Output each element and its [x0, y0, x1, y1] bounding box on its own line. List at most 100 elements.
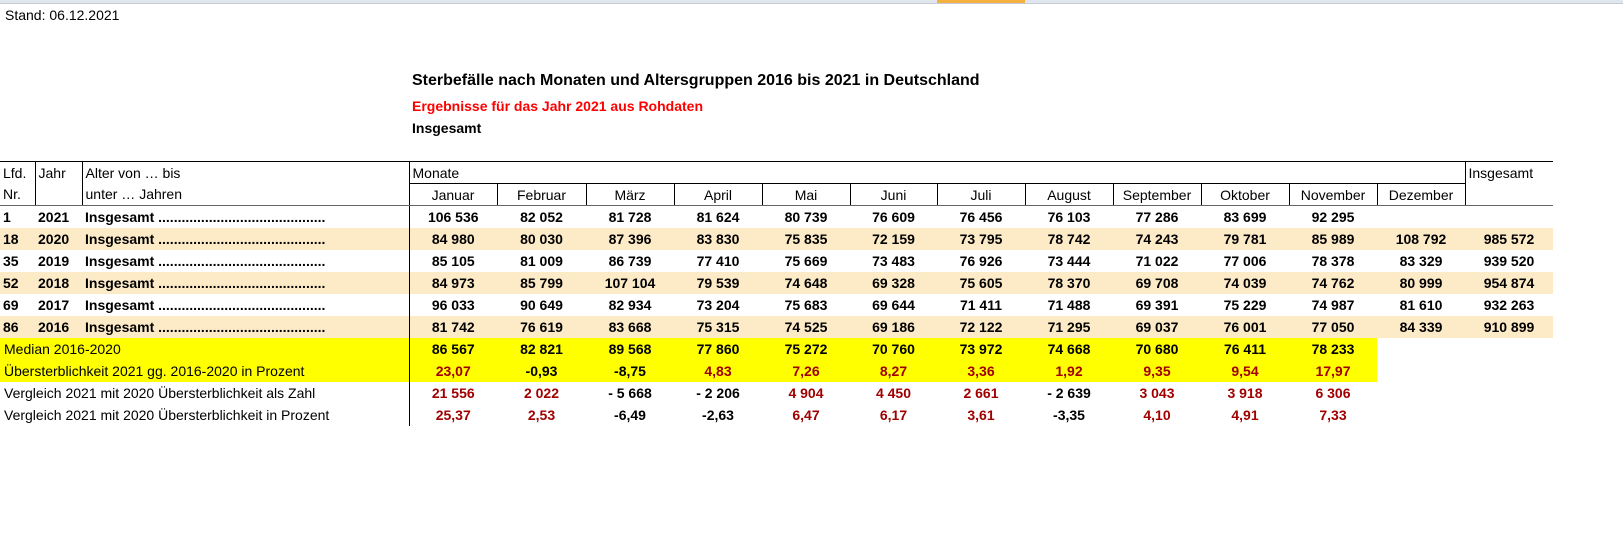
month-cell: 76 001	[1223, 318, 1267, 335]
month-cell: 92 295	[1311, 208, 1355, 225]
stand-date: Stand: 06.12.2021	[5, 7, 120, 23]
summary-cell: 2,53	[527, 406, 556, 423]
month-cell: 81 009	[520, 252, 563, 269]
summary-cell: 3 918	[1227, 384, 1263, 401]
row-label: Insgesamt ..............................…	[85, 274, 326, 291]
total-cell: 954 874	[1483, 274, 1535, 291]
summary-cell: 3 043	[1139, 384, 1175, 401]
month-cell: 80 739	[784, 208, 828, 225]
month-cell: 85 799	[520, 274, 563, 291]
month-cell: 69 708	[1135, 274, 1179, 291]
summary-cell: -3,35	[1053, 406, 1085, 423]
row-year: 2016	[38, 318, 70, 335]
table-row: 52 2018 Insgesamt ........................…	[0, 271, 1553, 294]
summary-row: Übersterblichkeit 2021 gg. 2016-2020 in …	[0, 359, 1553, 382]
subtitle: Ergebnisse für das Jahr 2021 aus Rohdate…	[412, 98, 703, 114]
summary-cell: 6 306	[1315, 384, 1351, 401]
month-cell: 76 619	[520, 318, 563, 335]
month-cell: 75 683	[784, 296, 828, 313]
summary-row: Vergleich 2021 mit 2020 Übersterblichkei…	[0, 403, 1553, 426]
summary-cell: 8,27	[850, 359, 937, 382]
month-cell: 74 987	[1311, 296, 1355, 313]
month-cell: 80 999	[1399, 274, 1443, 291]
month-cell: 75 229	[1223, 296, 1267, 313]
month-cell: 74 525	[784, 318, 828, 335]
month-cell: 81 610	[1399, 296, 1443, 313]
row-year: 2019	[38, 252, 70, 269]
month-cell: 74 762	[1311, 274, 1355, 291]
month-cell: 82 934	[608, 296, 652, 313]
page-title: Sterbefälle nach Monaten und Altersgrupp…	[412, 72, 980, 89]
summary-cell: 25,37	[408, 403, 497, 426]
row-number: 69	[3, 296, 19, 313]
table-row: 18 2020 Insgesamt ........................…	[0, 227, 1553, 250]
month-header: Februar	[496, 183, 586, 206]
summary-cell: 9,54	[1201, 359, 1289, 382]
month-cell: 73 483	[872, 252, 915, 269]
summary-cell: 4,91	[1231, 406, 1259, 423]
empty-cell	[1465, 404, 1553, 426]
summary-cell: 4 450	[875, 384, 912, 401]
month-cell: 72 122	[959, 318, 1003, 335]
month-cell: 76 456	[959, 208, 1003, 225]
summary-label: Median 2016-2020	[0, 337, 409, 360]
summary-cell: 9,35	[1113, 359, 1201, 382]
month-cell: 71 022	[1135, 252, 1179, 269]
summary-cell: 2 661	[963, 384, 999, 401]
month-header: Mai	[761, 183, 850, 206]
table-row: 1 2021 Insgesamt .........................…	[0, 205, 1553, 228]
month-cell: 81 624	[696, 208, 740, 225]
header-lfd: Lfd.	[0, 161, 35, 184]
summary-cell: 70 760	[850, 337, 937, 360]
table-row: 69 2017 Insgesamt ........................…	[0, 293, 1553, 316]
summary-cell: 6,17	[879, 406, 908, 423]
empty-cell	[1377, 338, 1465, 360]
data-table: Lfd. Jahr Alter von … bis Monate Insgesa…	[0, 161, 1553, 426]
month-cell: 69 391	[1135, 296, 1179, 313]
month-header: Januar	[408, 183, 497, 206]
summary-cell: 74 668	[1025, 337, 1113, 360]
month-cell: 73 795	[959, 230, 1003, 247]
summary-cell: -0,93	[497, 359, 586, 382]
summary-cell: 21 556	[408, 381, 497, 404]
month-header: April	[673, 183, 762, 206]
month-cell: 83 830	[696, 230, 740, 247]
row-label: Insgesamt ..............................…	[85, 318, 326, 335]
summary-label: Vergleich 2021 mit 2020 Übersterblichkei…	[4, 384, 316, 401]
row-number: 35	[3, 252, 19, 269]
month-header: September	[1112, 183, 1201, 206]
month-cell	[1377, 206, 1465, 228]
month-cell: 76 926	[959, 252, 1003, 269]
summary-cell: 1,92	[1025, 359, 1113, 382]
month-cell: 75 605	[959, 274, 1003, 291]
month-cell: 71 411	[959, 296, 1003, 313]
total-cell	[1465, 206, 1553, 228]
month-cell: 78 370	[1047, 274, 1091, 291]
row-year: 2018	[38, 274, 70, 291]
month-cell: 83 668	[608, 318, 652, 335]
summary-cell: 6,47	[792, 406, 820, 423]
month-cell: 86 739	[608, 252, 652, 269]
month-cell: 71 488	[1047, 296, 1091, 313]
row-label: Insgesamt ..............................…	[85, 230, 326, 247]
month-cell: 83 329	[1399, 252, 1443, 269]
table-row: 86 2016 Insgesamt ........................…	[0, 315, 1553, 338]
column-header-strip	[0, 0, 1623, 4]
summary-cell: 7,33	[1319, 406, 1347, 423]
month-cell: 85 105	[408, 249, 497, 272]
summary-cell: 3,36	[937, 359, 1025, 382]
month-cell: 107 104	[604, 274, 656, 291]
month-header: November	[1288, 183, 1377, 206]
month-cell: 71 295	[1047, 318, 1091, 335]
summary-cell: 78 233	[1289, 337, 1377, 360]
header-jahr-cont	[34, 183, 82, 206]
total-cell: 910 899	[1483, 318, 1535, 335]
total-cell: 939 520	[1483, 252, 1535, 269]
summary-cell: - 2 639	[1047, 384, 1091, 401]
month-cell: 69 644	[872, 296, 915, 313]
summary-row: Median 2016-2020 86 567 82 821 89 568 77 860…	[0, 337, 1553, 360]
summary-cell: 7,26	[762, 359, 850, 382]
month-cell: 77 050	[1311, 318, 1355, 335]
header-alter-2: unter … Jahren	[81, 183, 409, 206]
month-cell: 90 649	[520, 296, 563, 313]
